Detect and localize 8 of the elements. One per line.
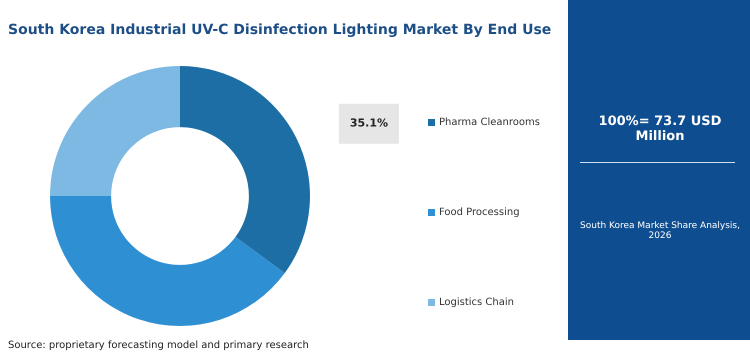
- legend-label: Logistics Chain: [439, 296, 514, 308]
- text: South Korea Market Share Analysis, 2026: [579, 221, 741, 241]
- legend-label: Pharma Cleanrooms: [439, 116, 540, 128]
- text: 100%= 73.7 USD Million: [598, 114, 722, 144]
- chart-title: South Korea Industrial UV-C Disinfection Lighting Market By End Use: [8, 22, 552, 38]
- legend-label: Food Processing: [439, 206, 520, 218]
- data-label: 35.1%: [350, 116, 388, 130]
- source-note: Source: proprietary forecasting model and primary research: [8, 340, 309, 351]
